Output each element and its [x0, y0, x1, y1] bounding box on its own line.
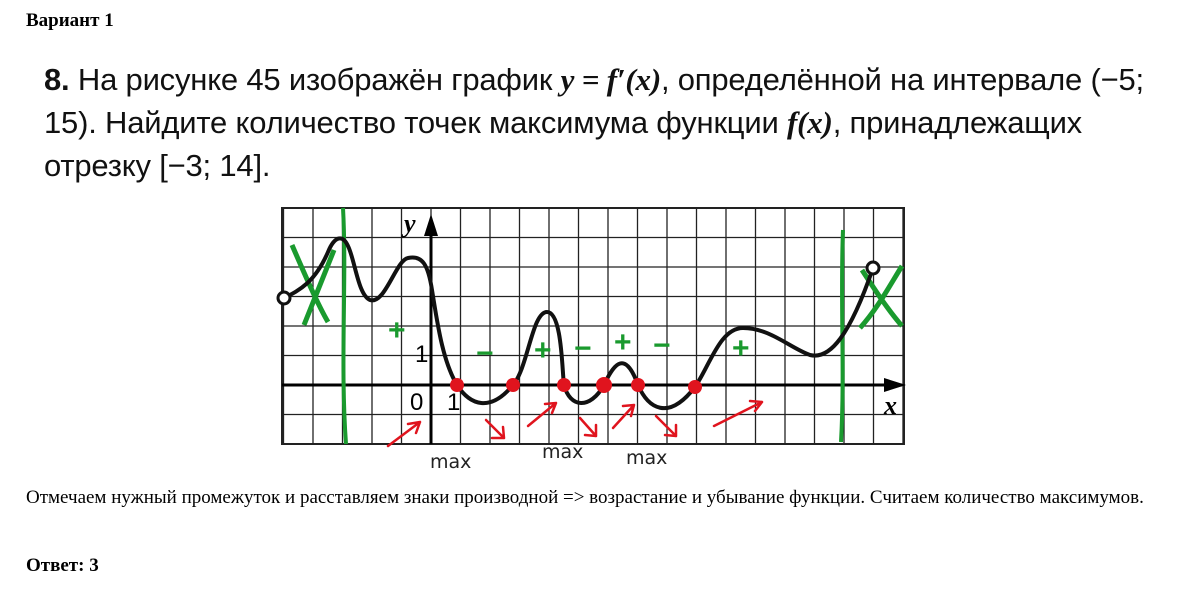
sign-mark: + [534, 334, 552, 367]
max-label: max [430, 451, 471, 473]
right-exclusion-cross [858, 264, 905, 330]
increasing-arrow [611, 403, 636, 430]
zero-point [688, 380, 702, 394]
zero-points [450, 377, 702, 394]
y-unit-label: 1 [415, 341, 428, 368]
problem-interval: (−5; 15) [44, 62, 1144, 140]
explanation-text: Отмечаем нужный промежуток и расставляем… [26, 487, 1144, 508]
decreasing-arrow [484, 418, 506, 440]
y-axis-arrow [424, 214, 438, 236]
variant-heading: Вариант 1 [26, 10, 114, 31]
left-exclusion-cross [289, 244, 337, 326]
zero-point [506, 378, 520, 392]
problem-text-4: , принадлежащих отрезку [44, 105, 1082, 183]
problem-formula: y = f′(x) [560, 62, 662, 97]
zero-point [557, 378, 571, 392]
problem-text-1: На рисунке 45 изображён график [69, 62, 561, 97]
increasing-arrow [526, 401, 558, 428]
x-unit-label: 1 [447, 389, 460, 416]
curve-open-endpoint-right [865, 260, 881, 276]
curve-open-endpoint-left [276, 290, 292, 306]
max-label: max [626, 447, 667, 469]
sign-mark: − [476, 337, 494, 370]
graph-grid [282, 207, 904, 445]
x-axis-label: x [883, 391, 897, 420]
problem-function: f(x) [787, 105, 833, 140]
zero-point [631, 378, 645, 392]
problem-text-5: . [261, 148, 271, 183]
increasing-arrow [386, 420, 422, 448]
answer-text: Ответ: 3 [26, 555, 99, 576]
problem-statement: 8. На рисунке 45 изображён график y = f′… [44, 58, 1154, 187]
derivative-graph-figure: x y 0 1 1 + − + − + − + [276, 207, 906, 473]
left-boundary-line [341, 207, 348, 445]
monotonicity-arrows [386, 399, 764, 448]
y-axis-label: y [401, 209, 416, 238]
derivative-curve [282, 236, 875, 411]
decreasing-arrow [578, 416, 598, 438]
sign-mark: − [653, 329, 671, 362]
max-label: max [542, 441, 583, 463]
origin-label: 0 [410, 389, 423, 416]
sign-mark: + [732, 332, 750, 365]
sign-mark: − [574, 332, 592, 365]
x-axis-arrow [884, 378, 906, 392]
problem-text-3: . Найдите количество точек максимума фун… [88, 105, 788, 140]
sign-mark: + [614, 326, 632, 359]
decreasing-arrow [654, 414, 678, 438]
problem-number: 8. [44, 62, 70, 97]
zero-point [596, 377, 612, 393]
problem-segment: [−3; 14] [159, 148, 262, 183]
sign-mark: + [388, 314, 406, 347]
problem-text-2: , определённой на интервале [660, 62, 1091, 97]
increasing-arrow [712, 399, 764, 428]
zero-point [450, 378, 464, 392]
